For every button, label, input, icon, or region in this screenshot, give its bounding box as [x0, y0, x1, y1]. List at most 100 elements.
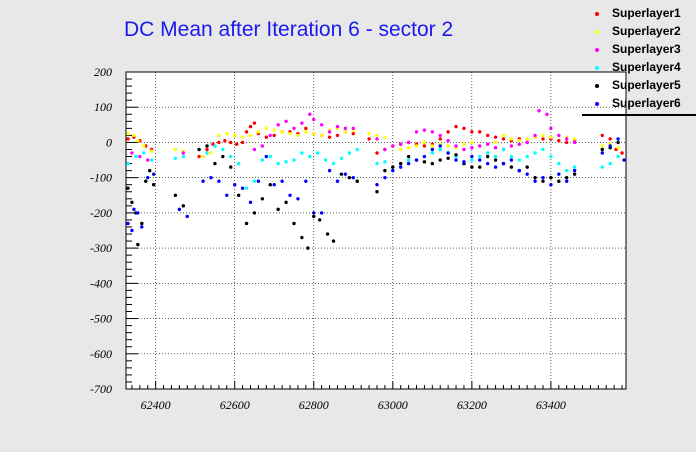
data-point	[525, 165, 529, 169]
data-point	[565, 175, 569, 180]
data-point	[312, 131, 316, 136]
y-tick-label: -500	[90, 312, 112, 326]
data-point	[260, 158, 265, 162]
data-point	[308, 154, 312, 159]
data-point	[493, 135, 498, 139]
data-point	[422, 140, 427, 145]
data-point	[545, 112, 549, 116]
data-point	[572, 140, 577, 145]
data-point	[454, 144, 458, 148]
data-point	[509, 154, 514, 159]
data-point	[347, 175, 352, 180]
data-point	[446, 138, 450, 143]
data-point	[300, 121, 304, 125]
data-point	[343, 126, 348, 131]
data-point	[422, 160, 427, 164]
data-point	[509, 158, 514, 162]
data-point	[312, 211, 316, 215]
data-point	[217, 133, 221, 138]
legend-item: Superlayer2	[582, 24, 696, 42]
data-point	[181, 151, 186, 155]
legend-label: Superlayer2	[612, 24, 681, 38]
data-point	[485, 151, 490, 155]
data-point	[264, 126, 269, 131]
data-point	[272, 128, 276, 132]
data-point	[355, 179, 359, 183]
data-point	[252, 211, 257, 215]
legend-marker	[595, 30, 599, 34]
data-point	[181, 204, 186, 208]
data-point	[501, 137, 506, 141]
data-point	[260, 197, 265, 201]
data-point	[304, 126, 308, 131]
data-point	[351, 126, 355, 131]
y-tick-label: 200	[94, 65, 112, 79]
data-point	[288, 193, 292, 197]
series-superlayer3	[130, 109, 577, 162]
data-point	[501, 133, 506, 138]
data-point	[422, 144, 427, 148]
data-point	[517, 168, 521, 173]
data-point	[236, 161, 241, 166]
data-point	[549, 126, 553, 131]
data-point	[375, 161, 379, 166]
data-point	[600, 133, 604, 138]
legend-marker	[595, 84, 599, 88]
data-point	[319, 123, 324, 127]
x-tick-label: 62400	[141, 398, 171, 412]
y-tick-label: -600	[90, 347, 112, 361]
x-tick-label: 63200	[457, 398, 487, 412]
data-point	[541, 179, 545, 183]
data-point	[537, 109, 541, 113]
data-point	[151, 172, 156, 176]
data-point	[300, 151, 304, 155]
data-point	[620, 151, 624, 155]
data-point	[430, 147, 435, 152]
data-point	[229, 154, 233, 159]
data-point	[138, 154, 142, 159]
legend-item: Superlayer3	[582, 42, 696, 60]
grid-lines	[126, 72, 626, 389]
data-point	[572, 168, 577, 173]
data-point	[149, 149, 154, 153]
data-point	[446, 151, 450, 155]
data-point	[572, 172, 577, 176]
data-point	[205, 151, 209, 155]
data-point	[533, 133, 537, 138]
data-point	[565, 179, 569, 183]
data-point	[517, 138, 521, 143]
data-point	[276, 207, 280, 212]
data-point	[406, 146, 411, 150]
data-point	[146, 175, 150, 180]
data-point	[470, 140, 474, 145]
x-tick-label: 63000	[378, 398, 408, 412]
data-point	[501, 161, 506, 166]
data-point	[616, 137, 620, 141]
data-point	[430, 130, 435, 134]
data-point	[339, 156, 344, 160]
data-point	[438, 147, 442, 152]
data-point	[391, 144, 395, 148]
data-point	[136, 211, 140, 215]
data-point	[288, 131, 292, 136]
data-point	[430, 144, 435, 148]
data-point	[292, 158, 296, 162]
data-point	[304, 130, 308, 134]
data-point	[292, 221, 296, 226]
data-point	[217, 179, 221, 183]
data-point	[248, 124, 253, 129]
data-point	[509, 144, 514, 148]
data-point	[130, 200, 134, 205]
data-point	[268, 154, 272, 159]
legend-item: Superlayer5	[582, 78, 696, 96]
legend: Superlayer1 Superlayer2 Superlayer3 Superla…	[582, 6, 696, 116]
data-point	[438, 144, 442, 148]
data-point	[565, 168, 569, 173]
legend-label: Superlayer1	[612, 6, 681, 20]
data-point	[478, 130, 482, 134]
data-point	[406, 154, 411, 159]
data-point	[132, 133, 136, 138]
data-point	[383, 160, 387, 164]
data-point	[572, 137, 577, 141]
data-point	[272, 133, 276, 138]
